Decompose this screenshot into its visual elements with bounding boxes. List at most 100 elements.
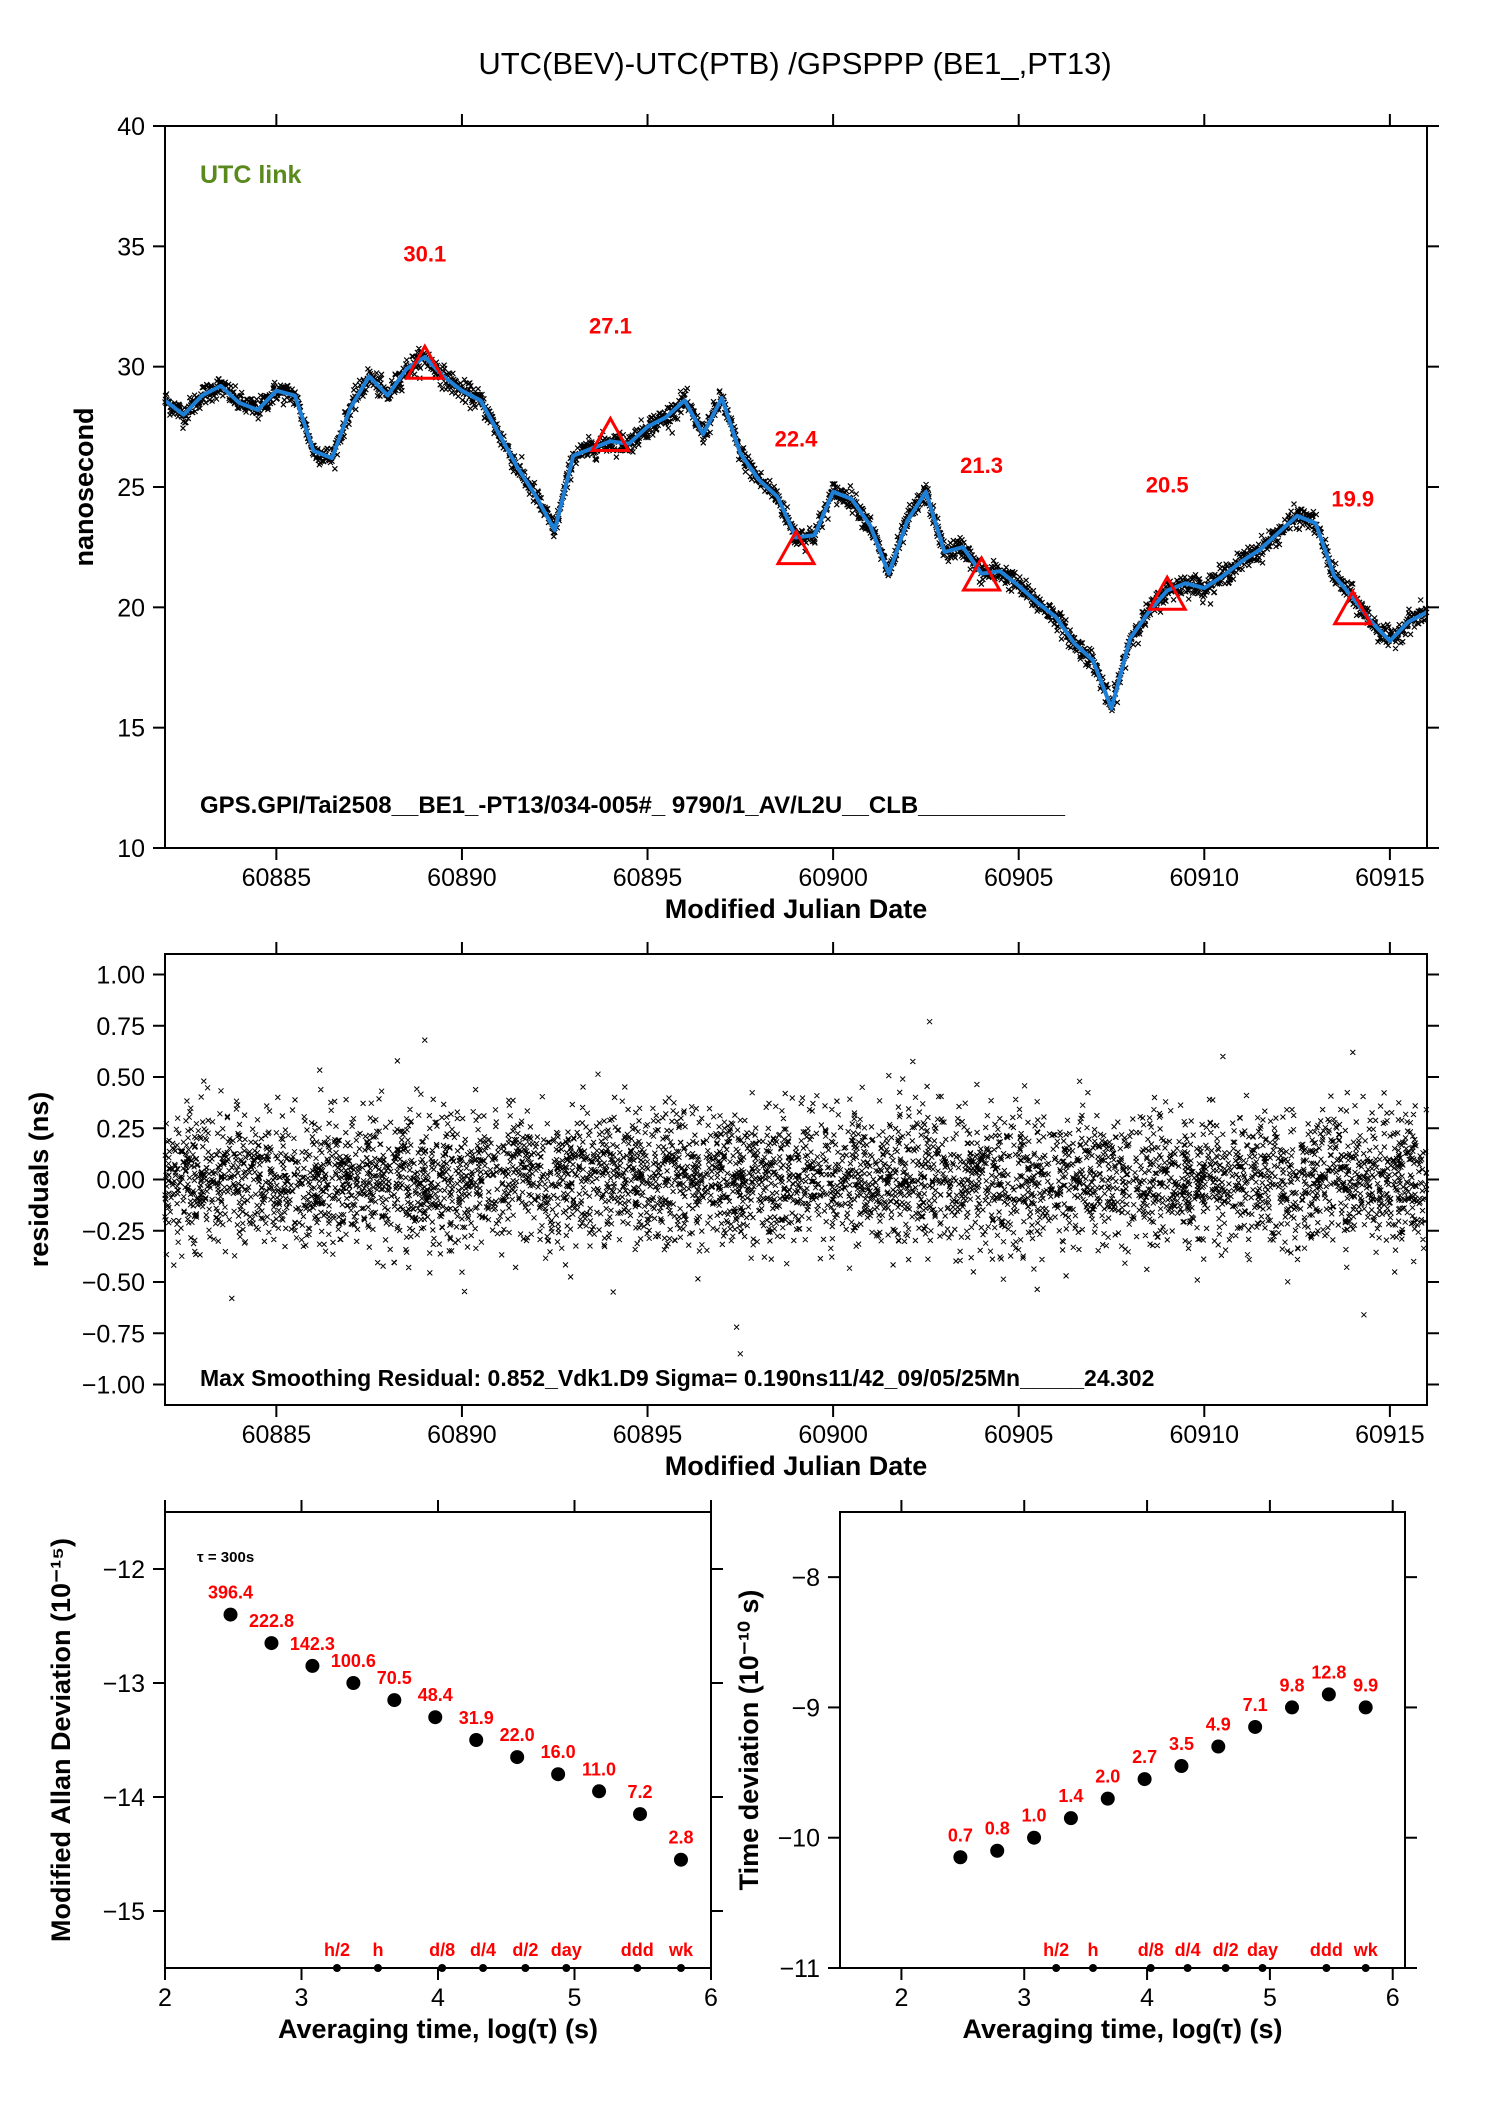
x-tick-label: 60915 xyxy=(1355,1421,1425,1449)
deviation-point xyxy=(551,1767,566,1782)
deviation-point xyxy=(1137,1772,1152,1787)
deviation-value-label: 100.6 xyxy=(331,1651,376,1671)
y-tick-label: −10 xyxy=(778,1825,820,1853)
y-axis-label: Time deviation (10⁻¹⁰ s) xyxy=(734,1590,764,1891)
period-label: d/8 xyxy=(429,1940,455,1960)
y-tick-label: 1.00 xyxy=(96,962,145,990)
deviation-value-label: 7.2 xyxy=(628,1782,653,1802)
y-tick-label: 10 xyxy=(117,835,145,863)
deviation-value-label: 9.8 xyxy=(1279,1675,1304,1695)
chart-title: UTC(BEV)-UTC(PTB) /GPSPPP (BE1_,PT13) xyxy=(478,46,1111,81)
deviation-value-label: 0.8 xyxy=(985,1819,1010,1839)
deviation-value-label: 2.0 xyxy=(1095,1767,1120,1787)
marker-value-label: 30.1 xyxy=(403,241,446,266)
link-type-label: UTC link xyxy=(200,161,301,189)
y-tick-label: −1.00 xyxy=(82,1372,145,1400)
deviation-point xyxy=(469,1733,484,1747)
x-tick-label: 60900 xyxy=(798,864,868,892)
y-axis-label: residuals (ns) xyxy=(24,1092,54,1268)
deviation-point xyxy=(1100,1791,1115,1806)
period-label: h xyxy=(1088,1940,1099,1960)
period-label: day xyxy=(551,1940,582,1960)
triangle-marker xyxy=(1332,588,1374,626)
triangle-marker xyxy=(404,343,446,380)
y-tick-label: −0.75 xyxy=(82,1320,145,1348)
y-tick-label: 30 xyxy=(117,354,145,382)
deviation-value-label: 3.5 xyxy=(1169,1734,1194,1754)
y-tick-label: −9 xyxy=(791,1694,820,1722)
period-label: d/2 xyxy=(1213,1940,1239,1960)
deviation-point xyxy=(592,1784,607,1799)
x-tick-label: 5 xyxy=(1263,1984,1277,2012)
residual-info-text: Max Smoothing Residual: 0.852_Vdk1.D9 Si… xyxy=(200,1365,1154,1391)
marker-value-label: 21.3 xyxy=(960,453,1003,478)
x-tick-label: 4 xyxy=(431,1984,445,2012)
deviation-value-label: 1.0 xyxy=(1022,1806,1047,1826)
y-tick-label: 40 xyxy=(117,113,145,141)
deviation-value-label: 2.7 xyxy=(1132,1747,1157,1767)
period-label: h/2 xyxy=(1043,1940,1069,1960)
y-tick-label: 0.00 xyxy=(96,1167,145,1195)
marker-value-label: 27.1 xyxy=(589,313,632,338)
deviation-point xyxy=(264,1636,279,1651)
period-label: d/8 xyxy=(1138,1940,1164,1960)
deviation-point xyxy=(1174,1759,1189,1774)
y-tick-label: 0.50 xyxy=(96,1064,145,1092)
deviation-point xyxy=(633,1807,648,1822)
period-label: wk xyxy=(668,1940,694,1960)
period-label: d/4 xyxy=(470,1940,496,1960)
deviation-point xyxy=(1027,1830,1042,1845)
tau-note: τ = 300s xyxy=(197,1549,254,1566)
x-tick-label: 6 xyxy=(704,1984,718,2012)
x-tick-label: 60895 xyxy=(613,1421,683,1449)
deviation-value-label: 48.4 xyxy=(418,1685,453,1705)
residual-points xyxy=(162,1018,1430,1357)
top-chart: 30.1 27.1 22.4 21.3 20.5 19.9 UTC link GPS.GPI/… xyxy=(69,113,1439,924)
time-deviation-chart: 0.7 0.8 1.0 1.4 2.0 2.7 3.5 4.9 7.1 9.8 12.8 9.9 h/2… xyxy=(734,1500,1417,2044)
x-tick-label: 60915 xyxy=(1355,864,1425,892)
x-tick-label: 60895 xyxy=(613,864,683,892)
deviation-value-label: 70.5 xyxy=(377,1668,412,1688)
deviation-point xyxy=(1211,1739,1226,1754)
plot-frame xyxy=(839,1511,1406,1969)
x-tick-label: 6 xyxy=(1386,1984,1400,2012)
y-axis-label: Modified Allan Deviation (10⁻¹⁵) xyxy=(46,1538,76,1942)
deviation-point xyxy=(1358,1700,1373,1715)
x-axis-label: Averaging time, log(τ) (s) xyxy=(278,2014,598,2044)
x-tick-label: 60885 xyxy=(242,1421,312,1449)
y-tick-label: 25 xyxy=(117,474,145,502)
deviation-value-label: 1.4 xyxy=(1058,1786,1083,1806)
y-tick-label: −0.50 xyxy=(82,1269,145,1297)
x-tick-label: 60905 xyxy=(984,864,1054,892)
deviation-point xyxy=(346,1676,361,1690)
deviation-value-label: 31.9 xyxy=(459,1708,494,1728)
deviation-value-label: 222.8 xyxy=(249,1611,294,1631)
period-label: day xyxy=(1247,1940,1278,1960)
deviation-point xyxy=(428,1710,443,1725)
deviation-value-label: 9.9 xyxy=(1353,1675,1378,1695)
marker-value-label: 20.5 xyxy=(1146,472,1189,497)
plot-frame xyxy=(164,1511,712,1969)
deviation-point xyxy=(305,1658,320,1673)
y-tick-label: −8 xyxy=(791,1564,820,1592)
x-tick-label: 3 xyxy=(295,1984,309,2012)
x-tick-label: 60905 xyxy=(984,1421,1054,1449)
x-tick-label: 4 xyxy=(1140,1984,1154,2012)
period-label: ddd xyxy=(1310,1940,1343,1960)
deviation-value-label: 12.8 xyxy=(1311,1662,1346,1682)
x-tick-label: 60910 xyxy=(1170,864,1240,892)
deviation-value-label: 142.3 xyxy=(290,1634,335,1654)
period-label: wk xyxy=(1353,1940,1379,1960)
triangle-marker xyxy=(775,528,817,566)
period-label: h xyxy=(372,1940,383,1960)
deviation-point xyxy=(387,1693,402,1708)
residuals-chart: Max Smoothing Residual: 0.852_Vdk1.D9 Si… xyxy=(24,942,1439,1481)
deviation-point xyxy=(673,1852,688,1867)
period-label: d/4 xyxy=(1175,1940,1201,1960)
y-tick-label: 0.25 xyxy=(96,1115,145,1143)
y-tick-label: 35 xyxy=(117,233,145,261)
deviation-point xyxy=(1063,1811,1078,1826)
marker-value-label: 19.9 xyxy=(1331,487,1374,512)
y-tick-label: 0.75 xyxy=(96,1013,145,1041)
